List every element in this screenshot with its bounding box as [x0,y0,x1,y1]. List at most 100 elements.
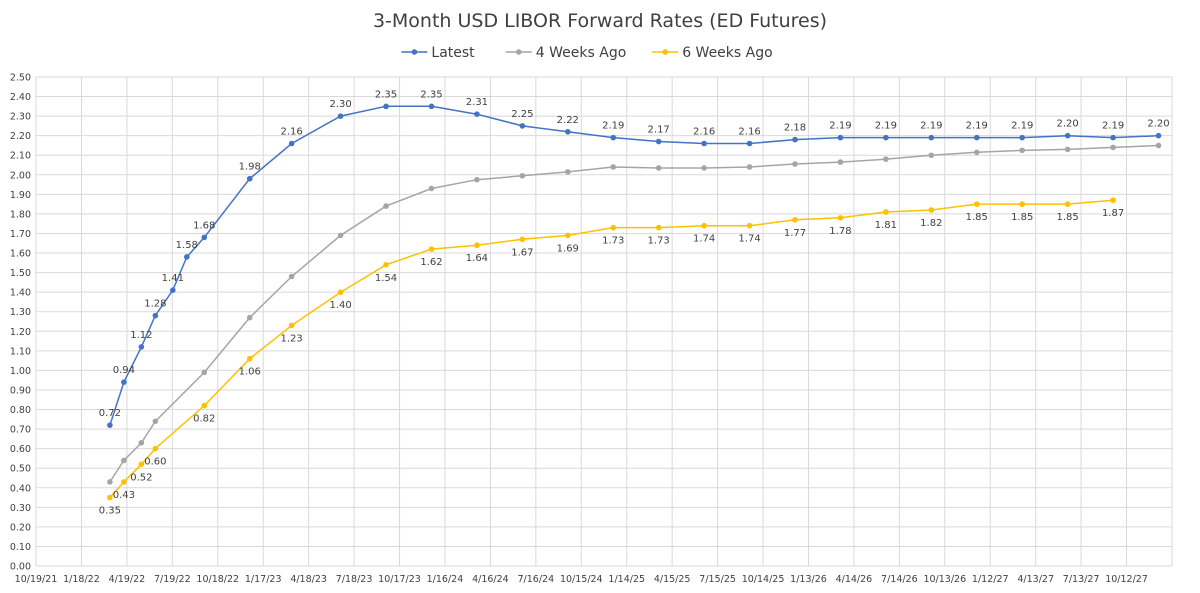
data-point [337,113,344,119]
data-label: 1.81 [875,220,897,231]
data-point [474,242,480,249]
y-tick-label: 2.40 [10,92,31,103]
data-point [973,134,980,141]
y-tick-label: 0.10 [10,542,31,553]
data-label: 2.20 [1147,119,1169,130]
x-tick-label: 4/13/27 [1017,574,1054,585]
data-label: 2.16 [738,127,760,138]
data-point [138,344,145,350]
y-tick-label: 1.70 [10,229,31,240]
y-tick-label: 1.20 [10,327,31,338]
y-tick-label: 2.20 [10,131,31,142]
data-point [701,165,707,171]
data-point [138,439,145,446]
data-label: 2.19 [829,121,851,132]
data-point [519,172,526,179]
x-tick-label: 10/18/22 [196,574,239,585]
data-point [1155,142,1162,149]
y-tick-label: 0.40 [10,483,31,494]
legend-label: 4 Weeks Ago [536,45,627,61]
data-point [928,207,935,213]
data-label: 1.67 [511,247,533,258]
data-point [883,209,889,215]
data-point [152,445,159,452]
data-label: 1.98 [239,162,261,173]
data-point [107,422,113,428]
data-label: 2.20 [1057,119,1079,130]
data-label: 0.72 [99,408,121,419]
x-tick-label: 1/17/23 [245,574,282,585]
data-point [1110,197,1116,204]
series-line [109,105,1159,426]
y-tick-label: 1.40 [10,288,31,299]
x-tick-label: 10/19/21 [15,574,58,585]
data-point [792,161,798,167]
data-label: 2.19 [875,121,897,132]
data-point [152,312,159,319]
data-label: 0.43 [113,490,135,501]
legend-marker [411,49,418,55]
data-point [519,123,526,129]
y-tick-label: 0.50 [10,464,31,475]
data-point [746,222,753,229]
data-label: 2.30 [329,99,351,110]
data-point [1019,147,1025,154]
data-label: 2.19 [966,121,988,132]
y-tick-label: 1.60 [10,249,31,260]
data-label: 1.54 [375,273,397,284]
data-point [1110,144,1116,151]
data-point [928,134,935,141]
x-tick-label: 10/12/27 [1105,574,1148,585]
data-label: 1.23 [281,333,303,344]
data-point [288,140,295,147]
y-tick-label: 1.30 [10,307,31,318]
data-point [138,461,145,468]
series-4-weeks-ago [107,142,1162,485]
data-point [201,369,208,376]
y-tick-label: 0.00 [10,562,31,573]
legend-label: 6 Weeks Ago [682,45,773,61]
x-tick-label: 7/13/27 [1063,574,1100,585]
data-point [121,379,127,385]
data-label: 1.73 [648,236,670,247]
data-label: 2.35 [420,89,442,100]
data-point [883,156,889,162]
y-tick-label: 2.00 [10,170,31,181]
data-labels: 0.72 0.94 1.12 1.28 1.41 1.58 1.68 1.98 2.16 2.30… [99,89,1170,516]
y-tick-label: 1.80 [10,209,31,220]
data-point [152,418,159,425]
x-tick-label: 10/15/24 [560,574,603,585]
x-tick-label: 10/14/25 [742,574,785,585]
y-tick-label: 0.60 [10,444,31,455]
x-tick-label: 10/17/23 [378,574,421,585]
x-tick-label: 4/14/26 [836,574,873,585]
data-label: 1.73 [602,236,624,247]
data-point [655,138,662,145]
data-label: 0.35 [99,506,121,517]
data-label: 1.69 [557,243,579,254]
data-point [337,289,344,295]
data-point [1064,201,1071,207]
y-tick-label: 0.70 [10,425,31,436]
data-point [1155,132,1162,139]
legend: Latest 4 Weeks Ago 6 Weeks Ago [401,45,773,61]
y-tick-label: 0.20 [10,522,31,533]
data-label: 1.40 [329,300,351,311]
data-point [288,273,295,280]
y-tick-label: 0.80 [10,405,31,416]
data-point [107,479,113,485]
y-tick-label: 1.00 [10,366,31,377]
data-label: 0.60 [144,457,166,468]
data-label: 2.19 [920,121,942,132]
chart-title: 3-Month USD LIBOR Forward Rates (ED Futu… [373,10,827,32]
data-label: 1.77 [784,228,806,239]
data-point [474,176,480,183]
data-point [837,215,844,221]
data-label: 1.87 [1102,208,1124,219]
data-point [610,134,617,141]
data-label: 2.19 [602,121,624,132]
data-label: 2.17 [648,125,670,136]
data-label: 2.16 [281,127,303,138]
x-tick-label: 7/14/26 [881,574,918,585]
data-point [383,261,389,268]
